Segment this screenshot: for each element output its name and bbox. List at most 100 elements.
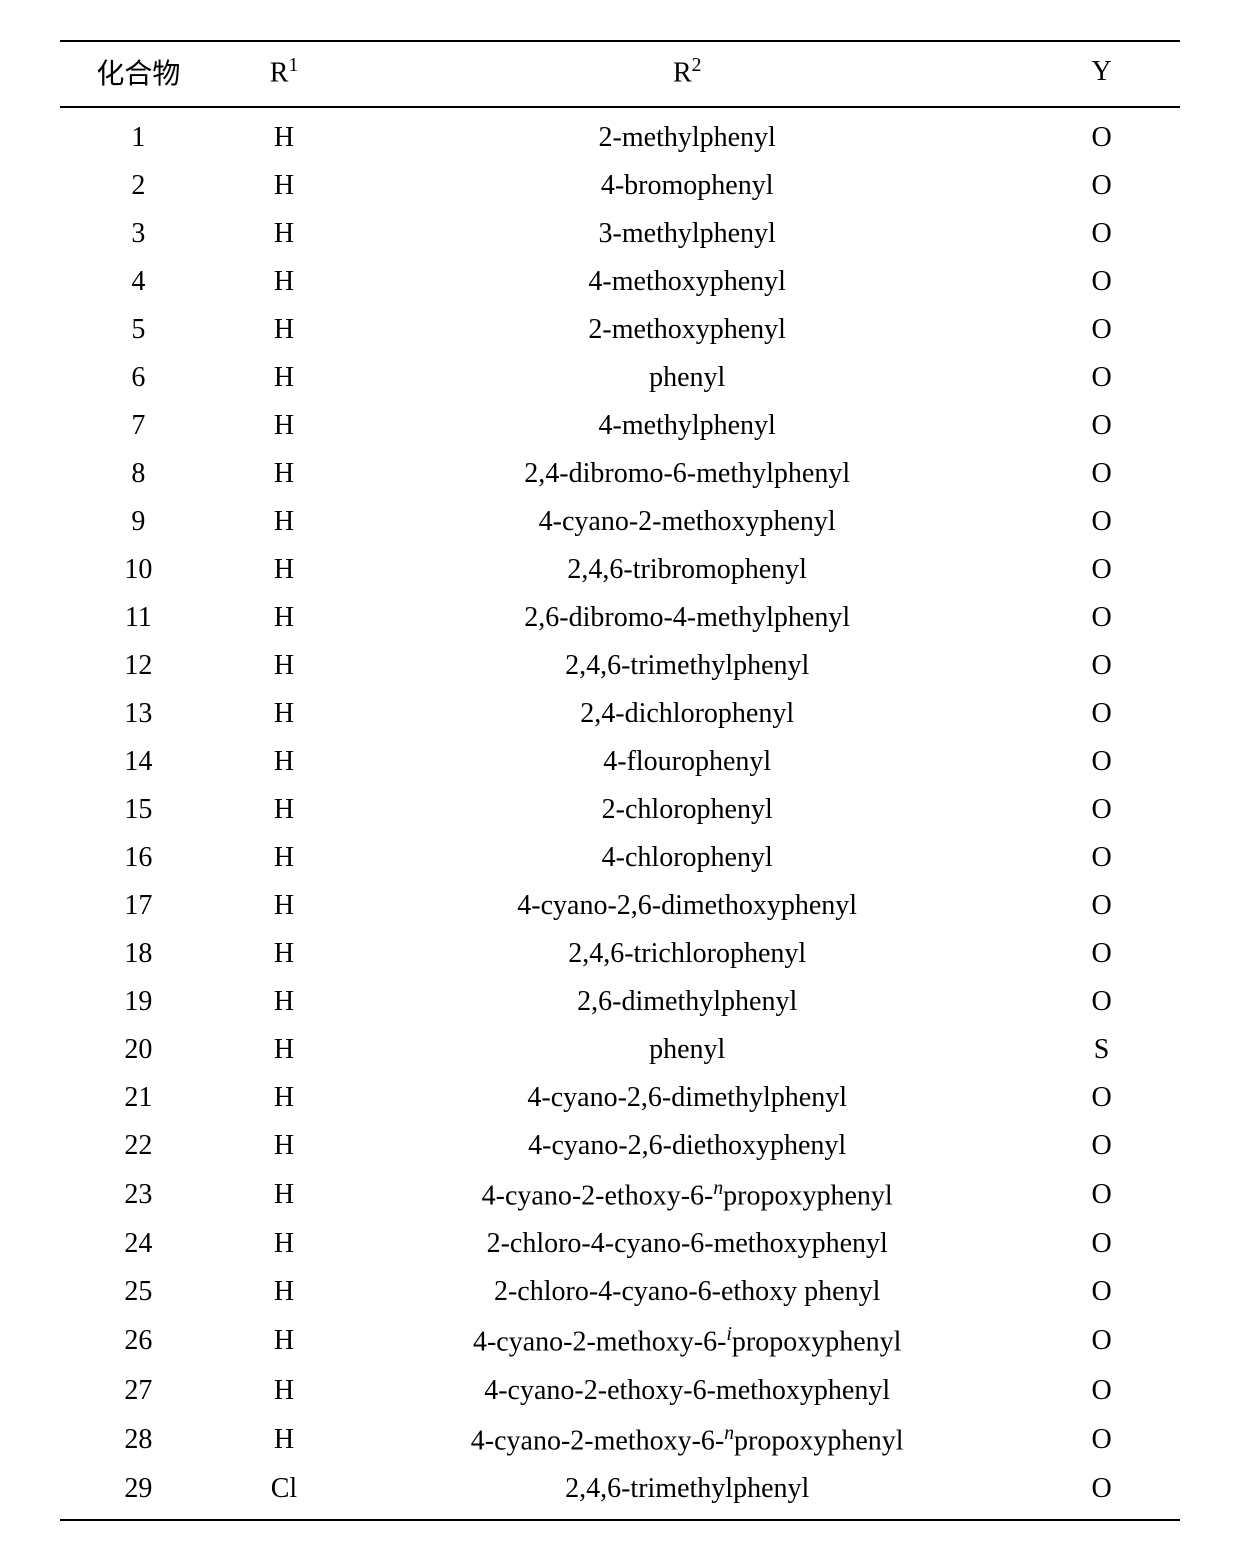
- cell-r2: 4-cyano-2-ethoxy-6-npropoxyphenyl: [351, 1170, 1023, 1220]
- cell-r1: H: [217, 402, 351, 450]
- cell-y: O: [1023, 1367, 1180, 1415]
- table-row: 1H2-methylphenylO: [60, 107, 1180, 162]
- table-row: 14H4-flourophenylO: [60, 738, 1180, 786]
- cell-r2: 2,6-dimethylphenyl: [351, 978, 1023, 1026]
- table-row: 20HphenylS: [60, 1026, 1180, 1074]
- cell-y: O: [1023, 786, 1180, 834]
- cell-compound: 10: [60, 546, 217, 594]
- cell-r2: 4-cyano-2-methoxy-6-npropoxyphenyl: [351, 1415, 1023, 1465]
- cell-r1: H: [217, 1026, 351, 1074]
- cell-r2: 2-chlorophenyl: [351, 786, 1023, 834]
- table-row: 29Cl2,4,6-trimethylphenylO: [60, 1465, 1180, 1520]
- table-row: 28H4-cyano-2-methoxy-6-npropoxyphenylO: [60, 1415, 1180, 1465]
- cell-r1: H: [217, 786, 351, 834]
- cell-y: O: [1023, 1220, 1180, 1268]
- cell-compound: 17: [60, 882, 217, 930]
- cell-compound: 27: [60, 1367, 217, 1415]
- header-r2: R2: [351, 41, 1023, 107]
- cell-compound: 4: [60, 258, 217, 306]
- cell-r2: 2-methylphenyl: [351, 107, 1023, 162]
- cell-y: O: [1023, 690, 1180, 738]
- table-row: 26H4-cyano-2-methoxy-6-ipropoxyphenylO: [60, 1316, 1180, 1366]
- cell-r2: 4-flourophenyl: [351, 738, 1023, 786]
- cell-r1: H: [217, 210, 351, 258]
- table-row: 23H4-cyano-2-ethoxy-6-npropoxyphenylO: [60, 1170, 1180, 1220]
- cell-y: O: [1023, 258, 1180, 306]
- cell-r1: H: [217, 546, 351, 594]
- cell-r1: H: [217, 258, 351, 306]
- cell-compound: 14: [60, 738, 217, 786]
- table-row: 21H4-cyano-2,6-dimethylphenylO: [60, 1074, 1180, 1122]
- cell-compound: 11: [60, 594, 217, 642]
- cell-y: O: [1023, 546, 1180, 594]
- cell-r1: H: [217, 306, 351, 354]
- table-row: 27H4-cyano-2-ethoxy-6-methoxyphenylO: [60, 1367, 1180, 1415]
- cell-r2: 2,4,6-trimethylphenyl: [351, 1465, 1023, 1520]
- cell-r1: H: [217, 1268, 351, 1316]
- cell-r2: 2,4,6-tribromophenyl: [351, 546, 1023, 594]
- cell-r2: 2-chloro-4-cyano-6-ethoxy phenyl: [351, 1268, 1023, 1316]
- cell-y: O: [1023, 1316, 1180, 1366]
- cell-r2: 4-cyano-2,6-diethoxyphenyl: [351, 1122, 1023, 1170]
- cell-r1: H: [217, 1316, 351, 1366]
- cell-y: O: [1023, 450, 1180, 498]
- cell-y: O: [1023, 210, 1180, 258]
- cell-r2: 4-cyano-2-ethoxy-6-methoxyphenyl: [351, 1367, 1023, 1415]
- cell-r1: H: [217, 690, 351, 738]
- cell-compound: 20: [60, 1026, 217, 1074]
- cell-compound: 12: [60, 642, 217, 690]
- table-row: 6HphenylO: [60, 354, 1180, 402]
- cell-r1: H: [217, 354, 351, 402]
- table-row: 16H4-chlorophenylO: [60, 834, 1180, 882]
- table-row: 17H4-cyano-2,6-dimethoxyphenylO: [60, 882, 1180, 930]
- cell-r1: H: [217, 107, 351, 162]
- table-row: 5H2-methoxyphenylO: [60, 306, 1180, 354]
- cell-compound: 3: [60, 210, 217, 258]
- cell-compound: 19: [60, 978, 217, 1026]
- cell-y: S: [1023, 1026, 1180, 1074]
- table-row: 24H2-chloro-4-cyano-6-methoxyphenylO: [60, 1220, 1180, 1268]
- table-row: 22H4-cyano-2,6-diethoxyphenylO: [60, 1122, 1180, 1170]
- cell-r2: 4-cyano-2-methoxy-6-ipropoxyphenyl: [351, 1316, 1023, 1366]
- header-row: 化合物R1R2Y: [60, 41, 1180, 107]
- cell-r1: H: [217, 594, 351, 642]
- cell-compound: 16: [60, 834, 217, 882]
- table-row: 8H2,4-dibromo-6-methylphenylO: [60, 450, 1180, 498]
- cell-r2: 4-cyano-2-methoxyphenyl: [351, 498, 1023, 546]
- cell-y: O: [1023, 978, 1180, 1026]
- cell-r2: 2,4,6-trimethylphenyl: [351, 642, 1023, 690]
- cell-r1: H: [217, 1220, 351, 1268]
- cell-r2: 4-cyano-2,6-dimethoxyphenyl: [351, 882, 1023, 930]
- header-y: Y: [1023, 41, 1180, 107]
- cell-y: O: [1023, 1415, 1180, 1465]
- cell-r1: H: [217, 1074, 351, 1122]
- table-row: 7H4-methylphenylO: [60, 402, 1180, 450]
- cell-compound: 13: [60, 690, 217, 738]
- table-head: 化合物R1R2Y: [60, 41, 1180, 107]
- cell-r1: H: [217, 930, 351, 978]
- table-row: 10H2,4,6-tribromophenylO: [60, 546, 1180, 594]
- table-row: 19H2,6-dimethylphenylO: [60, 978, 1180, 1026]
- cell-r1: H: [217, 1122, 351, 1170]
- cell-r1: H: [217, 1170, 351, 1220]
- cell-y: O: [1023, 1170, 1180, 1220]
- header-compound: 化合物: [60, 41, 217, 107]
- compound-table: 化合物R1R2Y 1H2-methylphenylO2H4-bromopheny…: [60, 40, 1180, 1521]
- cell-compound: 21: [60, 1074, 217, 1122]
- cell-compound: 5: [60, 306, 217, 354]
- cell-r2: 4-chlorophenyl: [351, 834, 1023, 882]
- cell-compound: 28: [60, 1415, 217, 1465]
- cell-y: O: [1023, 1074, 1180, 1122]
- cell-compound: 24: [60, 1220, 217, 1268]
- cell-compound: 18: [60, 930, 217, 978]
- cell-r1: H: [217, 978, 351, 1026]
- table-row: 4H4-methoxyphenylO: [60, 258, 1180, 306]
- cell-r1: H: [217, 882, 351, 930]
- cell-r2: 2-chloro-4-cyano-6-methoxyphenyl: [351, 1220, 1023, 1268]
- header-r1: R1: [217, 41, 351, 107]
- cell-y: O: [1023, 594, 1180, 642]
- cell-r1: H: [217, 450, 351, 498]
- cell-r1: H: [217, 1415, 351, 1465]
- cell-r1: H: [217, 1367, 351, 1415]
- cell-y: O: [1023, 306, 1180, 354]
